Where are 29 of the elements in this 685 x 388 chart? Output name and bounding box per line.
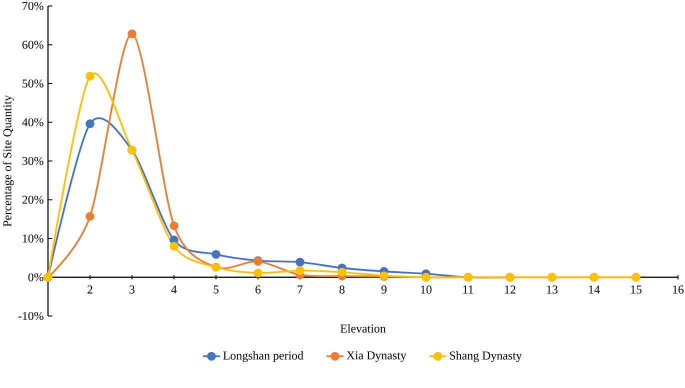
x-tick-label: 10 [421,286,432,294]
x-tick-label: 8 [339,286,345,294]
x-tick-label: 13 [547,286,558,294]
x-tick-label: 2 [88,286,92,294]
legend-label: Xia Dynasty [346,351,406,362]
y-tick-label: 40% [22,118,44,126]
legend-label: Shang Dynasty [450,351,522,362]
y-tick-label: 50% [22,79,44,88]
y-tick-label: 20% [22,196,44,204]
x-tick-label: 4 [171,286,177,294]
x-tick-label: 7 [298,286,303,294]
x-tick-label: 6 [256,286,261,294]
legend-label: Longshan period [223,351,304,362]
y-tick-label: 30% [22,156,44,166]
y-axis-title: Percentage of Site Quantity [2,95,14,227]
x-tick-label: 12 [505,286,516,294]
y-tick-label: 70% [22,2,44,10]
x-tick-label: 14 [589,286,600,294]
x-tick-label: 9 [381,286,386,294]
x-tick-label: 16 [673,286,684,294]
x-tick-label: 5 [214,286,219,294]
y-tick-label: 0% [28,273,44,282]
x-axis-title: Elevation [340,324,386,333]
y-tick-label: -10% [18,312,44,320]
x-tick-label: 11 [463,286,474,294]
y-tick-label: 60% [22,40,44,49]
y-tick-label: 10% [22,234,44,243]
x-tick-label: 15 [631,286,642,294]
x-tick-label: 3 [130,286,135,294]
